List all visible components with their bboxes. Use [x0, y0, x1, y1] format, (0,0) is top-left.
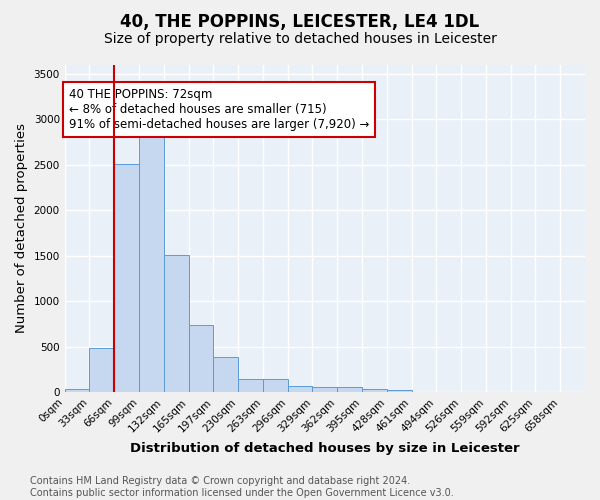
Bar [65, 389, 89, 392]
Text: Size of property relative to detached houses in Leicester: Size of property relative to detached ho… [104, 32, 496, 46]
Bar [238, 379, 263, 392]
Bar [362, 389, 387, 392]
Bar [287, 386, 313, 392]
Bar [214, 358, 238, 392]
Text: Contains HM Land Registry data © Crown copyright and database right 2024.
Contai: Contains HM Land Registry data © Crown c… [30, 476, 454, 498]
Bar [313, 388, 337, 392]
Bar [89, 348, 114, 392]
Text: 40, THE POPPINS, LEICESTER, LE4 1DL: 40, THE POPPINS, LEICESTER, LE4 1DL [121, 12, 479, 30]
Text: 40 THE POPPINS: 72sqm
← 8% of detached houses are smaller (715)
91% of semi-deta: 40 THE POPPINS: 72sqm ← 8% of detached h… [69, 88, 370, 130]
X-axis label: Distribution of detached houses by size in Leicester: Distribution of detached houses by size … [130, 442, 520, 455]
Bar [188, 324, 214, 392]
Bar [263, 379, 287, 392]
Y-axis label: Number of detached properties: Number of detached properties [15, 124, 28, 334]
Bar [387, 390, 412, 392]
Bar [164, 255, 188, 392]
Bar [139, 134, 164, 392]
Bar [337, 388, 362, 392]
Bar [114, 164, 139, 392]
